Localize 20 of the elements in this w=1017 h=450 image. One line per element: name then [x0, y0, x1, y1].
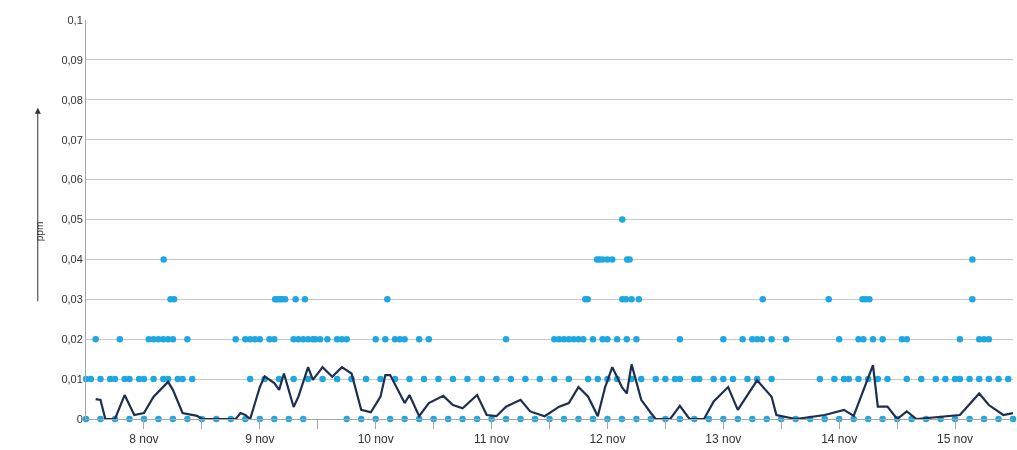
y-tick-label: 0,09: [61, 53, 83, 66]
x-tick-label: 10 nov: [357, 432, 394, 447]
y-tick-label: 0,03: [61, 293, 83, 306]
y-tick-label: 0,07: [61, 133, 83, 146]
x-tick-label: 13 nov: [705, 432, 742, 447]
y-tick-label: 0,1: [67, 13, 83, 26]
y-tick-label: 0,06: [61, 173, 83, 186]
x-tick-label: 12 nov: [589, 432, 626, 447]
y-tick-label: 0,05: [61, 213, 83, 226]
y-tick-label: 0,01: [61, 372, 83, 385]
y-axis-title: ppm: [34, 221, 46, 242]
x-tick-label: 8 nov: [129, 432, 159, 447]
x-tick-label: 11 nov: [473, 432, 510, 447]
y-tick-label: 0,02: [61, 333, 83, 346]
x-tick-label: 15 nov: [937, 432, 974, 447]
y-tick-label: 0: [76, 412, 83, 425]
y-tick-label: 0,04: [61, 253, 83, 266]
y-tick-label: 0,08: [61, 93, 83, 106]
x-tick-label: 14 nov: [821, 432, 858, 447]
x-tick-label: 9 nov: [245, 432, 275, 447]
